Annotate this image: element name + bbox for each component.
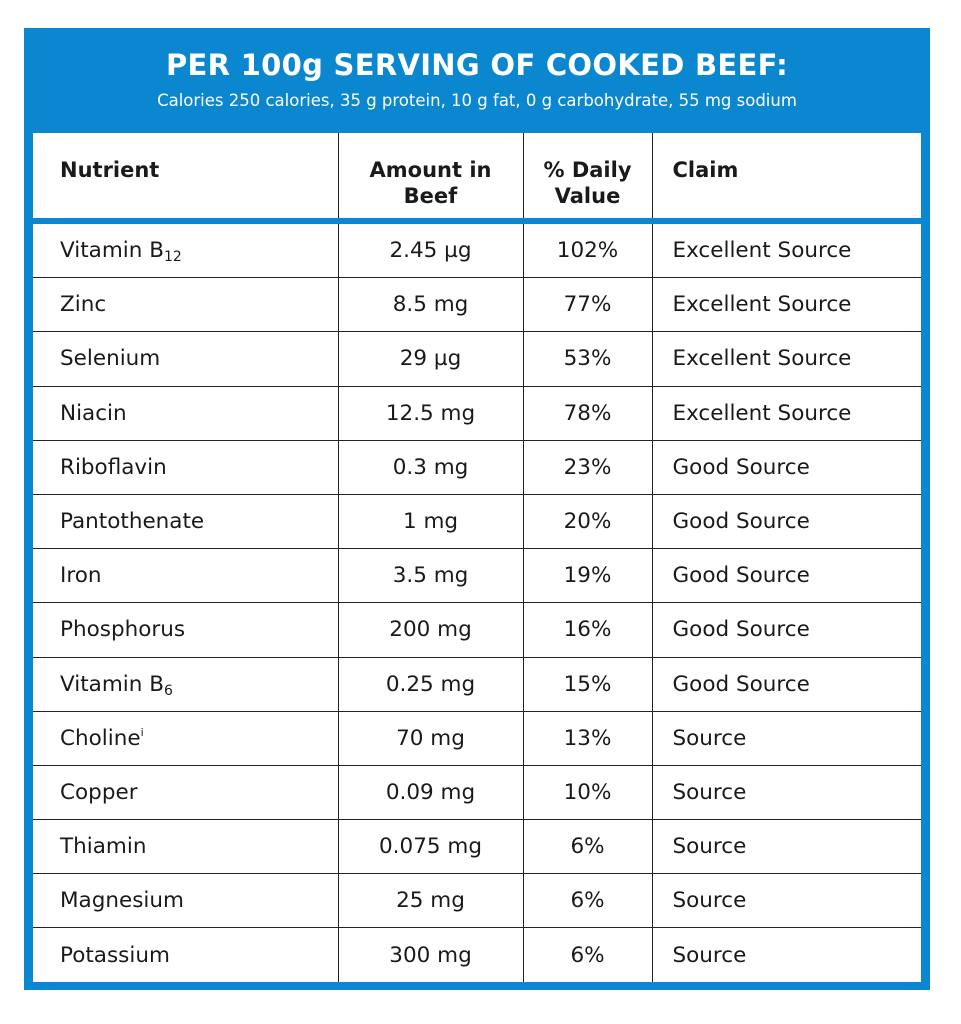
claim-cell: Source [651,927,921,982]
table-row: Iron 3.5 mg 19% Good Source [33,548,921,604]
claim-cell: Good Source [651,656,921,712]
daily-value-cell: 19% [522,548,653,604]
nutrient-cell: Niacin [33,385,339,441]
amount-cell: 8.5 mg [337,277,524,333]
table-row: Potassium 300 mg 6% Source [33,927,921,982]
nutrient-name: Choline [60,725,141,751]
table-row: Riboflavin 0.3 mg 23% Good Source [33,439,921,495]
table-row: Niacin 12.5 mg 78% Excellent Source [33,385,921,441]
table-row: Copper 0.09 mg 10% Source [33,764,921,821]
table-row: Selenium 29 µg 53% Excellent Source [33,331,921,387]
column-header-nutrient: Nutrient [33,133,339,224]
amount-cell: 0.09 mg [337,764,524,821]
claim-cell: Good Source [651,493,921,550]
nutrient-cell: Zinc [33,277,339,333]
claim-cell: Good Source [651,602,921,658]
nutrient-cell: Cholinei [33,710,339,766]
daily-value-cell: 53% [522,331,653,387]
daily-value-cell: 23% [522,439,653,495]
table-row: Pantothenate 1 mg 20% Good Source [33,493,921,550]
nutrition-panel: PER 100g SERVING OF COOKED BEEF: Calorie… [24,28,930,990]
nutrient-cell: Phosphorus [33,602,339,658]
nutrient-cell: Potassium [33,927,339,982]
claim-cell: Good Source [651,548,921,604]
table-row: Cholinei 70 mg 13% Source [33,710,921,766]
nutrient-name: Magnesium [60,888,184,914]
nutrient-name: Thiamin [60,834,147,860]
nutrient-subscript: 12 [163,249,182,266]
daily-value-cell: 20% [522,493,653,550]
nutrient-cell: Selenium [33,331,339,387]
amount-cell: 0.075 mg [337,819,524,875]
nutrient-subscript: 6 [163,682,173,699]
panel-title: PER 100g SERVING OF COOKED BEEF: [165,48,789,82]
daily-value-cell: 13% [522,710,653,766]
nutrient-name: Niacin [60,400,127,426]
nutrient-name: Potassium [60,942,170,968]
column-header-claim: Claim [651,133,921,224]
table-row: Vitamin B12 2.45 µg 102% Excellent Source [33,220,921,279]
table-row: Thiamin 0.075 mg 6% Source [33,819,921,875]
amount-cell: 0.3 mg [337,439,524,495]
footnote-marker: i [140,725,144,739]
amount-cell: 3.5 mg [337,548,524,604]
nutrient-cell: Vitamin B12 [33,220,339,279]
table-row: Phosphorus 200 mg 16% Good Source [33,602,921,658]
amount-cell: 70 mg [337,710,524,766]
claim-cell: Excellent Source [651,331,921,387]
claim-cell: Excellent Source [651,220,921,279]
daily-value-cell: 102% [522,220,653,279]
daily-value-cell: 6% [522,927,653,982]
nutrient-cell: Riboflavin [33,439,339,495]
daily-value-cell: 78% [522,385,653,441]
table-header-row: Nutrient Amount in Beef % Daily Value Cl… [33,133,921,224]
nutrient-name: Pantothenate [60,509,205,535]
daily-value-cell: 16% [522,602,653,658]
claim-cell: Excellent Source [651,277,921,333]
nutrient-name: Phosphorus [60,617,186,643]
claim-cell: Excellent Source [651,385,921,441]
claim-cell: Source [651,819,921,875]
table-row: Vitamin B6 0.25 mg 15% Good Source [33,656,921,712]
daily-value-cell: 15% [522,656,653,712]
nutrient-name: Riboflavin [60,454,167,480]
column-header-daily-value-label: % Daily Value [543,158,632,208]
amount-cell: 0.25 mg [337,656,524,712]
nutrient-name: Iron [60,563,102,589]
panel-subtitle: Calories 250 calories, 35 g protein, 10 … [157,91,797,110]
claim-cell: Source [651,873,921,929]
amount-cell: 300 mg [337,927,524,982]
nutrient-cell: Thiamin [33,819,339,875]
claim-cell: Source [651,764,921,821]
daily-value-cell: 6% [522,819,653,875]
daily-value-cell: 6% [522,873,653,929]
daily-value-cell: 77% [522,277,653,333]
amount-cell: 200 mg [337,602,524,658]
table-row: Magnesium 25 mg 6% Source [33,873,921,929]
table-row: Zinc 8.5 mg 77% Excellent Source [33,277,921,333]
nutrient-table: Nutrient Amount in Beef % Daily Value Cl… [33,133,921,982]
amount-cell: 25 mg [337,873,524,929]
column-header-amount-label: Amount in Beef [369,158,492,208]
amount-cell: 2.45 µg [337,220,524,279]
amount-cell: 1 mg [337,493,524,550]
nutrient-name: Copper [60,779,138,805]
nutrient-cell: Pantothenate [33,493,339,550]
nutrient-name: Vitamin B [60,671,164,697]
nutrient-name: Selenium [60,346,161,372]
nutrient-cell: Iron [33,548,339,604]
amount-cell: 12.5 mg [337,385,524,441]
nutrient-cell: Magnesium [33,873,339,929]
nutrient-cell: Vitamin B6 [33,656,339,712]
nutrient-name: Zinc [60,292,107,318]
nutrient-name: Vitamin B [60,238,164,264]
nutrient-cell: Copper [33,764,339,821]
column-header-amount: Amount in Beef [337,133,524,224]
amount-cell: 29 µg [337,331,524,387]
column-header-daily-value: % Daily Value [522,133,653,224]
daily-value-cell: 10% [522,764,653,821]
claim-cell: Source [651,710,921,766]
claim-cell: Good Source [651,439,921,495]
